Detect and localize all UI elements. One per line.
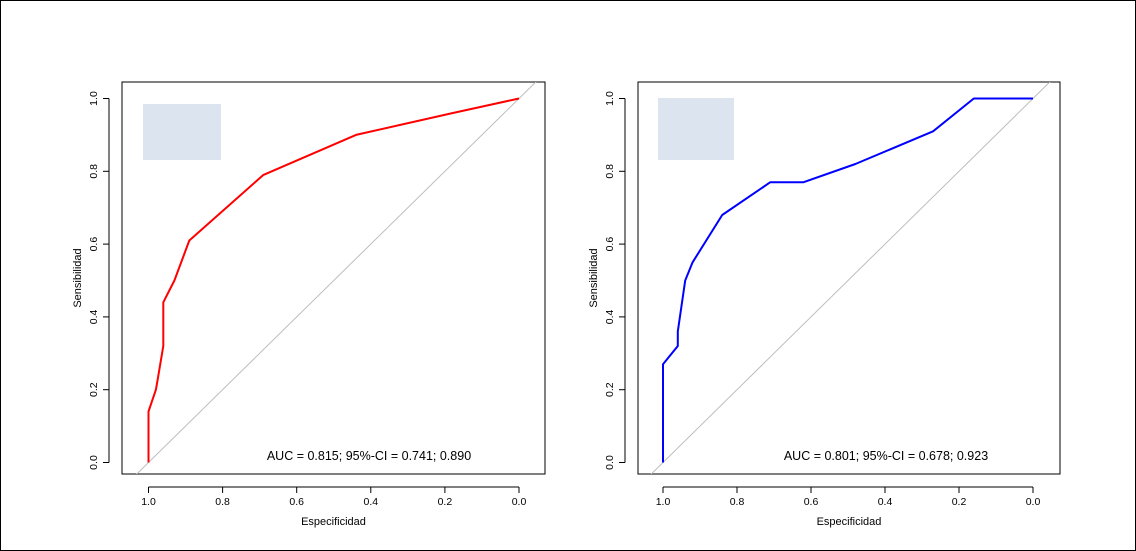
y-tick-label: 1.0 (604, 91, 616, 106)
legend-box (143, 104, 221, 160)
roc-curve-line (147, 97, 520, 463)
y-tick-label: 0.6 (88, 237, 100, 252)
y-tick-label: 0.8 (88, 164, 100, 179)
x-tick-label: 0.0 (512, 496, 527, 508)
legend-box (658, 98, 734, 160)
diagonal-reference-line (650, 82, 1051, 474)
x-tick-label: 0.0 (1026, 496, 1041, 508)
y-tick-label: 1.0 (88, 91, 100, 106)
x-tick-label: 0.2 (952, 496, 967, 508)
x-axis-title: Especificidad (817, 516, 882, 528)
y-tick-label: 0.2 (88, 382, 100, 397)
roc-curve-line (662, 97, 1033, 463)
plot-frame (637, 81, 1061, 475)
y-tick-label: 0.4 (604, 309, 616, 324)
y-axis-title: Sensibilidad (72, 248, 84, 307)
x-tick-label: 1.0 (656, 496, 671, 508)
x-tick-label: 0.8 (215, 496, 230, 508)
auc-annotation: AUC = 0.801; 95%-CI = 0.678; 0.923 (784, 449, 988, 463)
x-tick-label: 0.4 (363, 496, 378, 508)
y-axis-title: Sensibilidad (588, 248, 600, 307)
x-axis-title: Especificidad (301, 516, 366, 528)
roc-panel-1: 1.0 0.8 0.6 0.4 0.2 0.0 Especificidad 0.0 0.2 0.4… (72, 81, 546, 528)
x-tick-label: 1.0 (141, 496, 156, 508)
diagonal-reference-line (136, 82, 537, 474)
y-tick-label: 0.0 (604, 455, 616, 470)
x-tick-label: 0.2 (438, 496, 453, 508)
plot-frame (121, 81, 546, 475)
roc-panel-2: 1.0 0.8 0.6 0.4 0.2 0.0 Especificidad 0.0 0.2 0.4… (588, 81, 1061, 528)
y-tick-label: 0.0 (88, 455, 100, 470)
y-tick-label: 0.8 (604, 164, 616, 179)
x-tick-label: 0.6 (804, 496, 819, 508)
x-tick-label: 0.8 (730, 496, 745, 508)
auc-annotation: AUC = 0.815; 95%-CI = 0.741; 0.890 (267, 449, 471, 463)
x-tick-label: 0.4 (878, 496, 893, 508)
y-tick-label: 0.6 (604, 237, 616, 252)
y-tick-label: 0.4 (88, 309, 100, 324)
x-tick-label: 0.6 (289, 496, 304, 508)
y-tick-label: 0.2 (604, 382, 616, 397)
